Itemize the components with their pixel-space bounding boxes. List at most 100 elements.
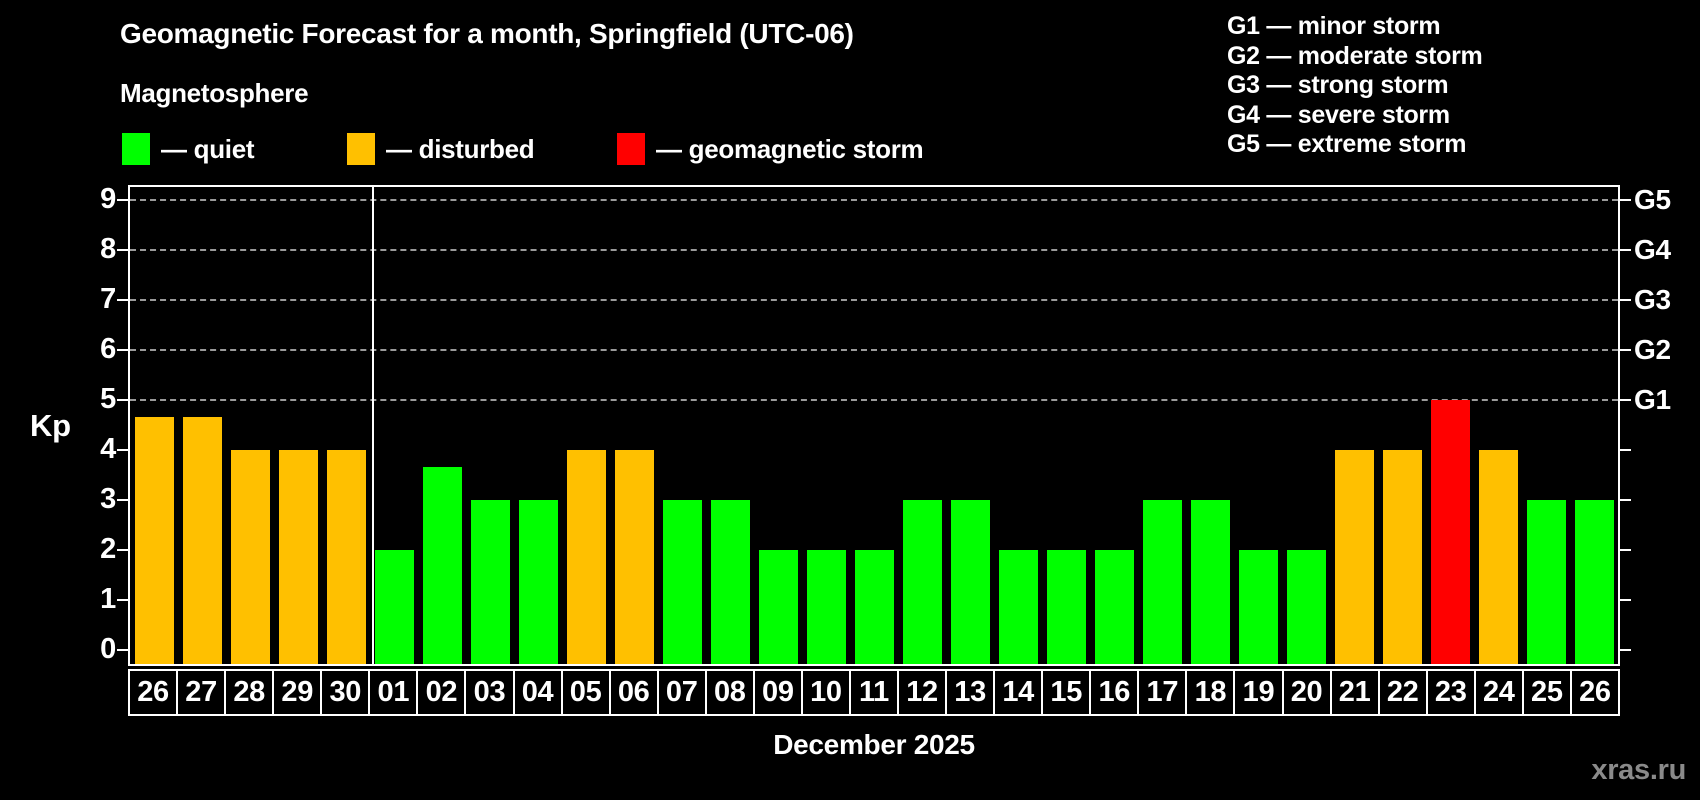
y-tick-label-1: 1 [100,583,116,615]
magnetosphere-label: Magnetosphere [120,78,309,108]
day-label-24: 20 [1281,669,1332,716]
kp-bar-19-day-15 [1046,550,1086,664]
y-axis-tick-right-1 [1620,599,1631,601]
storm-scale-line-5: G5 — extreme storm [1227,130,1467,158]
kp-bar-20-day-16 [1094,550,1134,664]
y-tick-label-9: 9 [100,183,116,215]
day-label-14: 10 [800,669,851,716]
day-label-12: 08 [704,669,755,716]
kp-bar-14-day-10 [806,550,846,664]
day-label-29: 25 [1521,669,1572,716]
y-tick-label-5: 5 [100,383,116,415]
day-label-30: 26 [1569,669,1620,716]
right-axis-label-g3: G3 [1634,284,1671,315]
day-label-10: 06 [608,669,659,716]
day-label-13: 09 [752,669,803,716]
gridline-kp8 [130,249,1618,251]
day-label-28: 24 [1473,669,1524,716]
storm-scale-line-4: G4 — severe storm [1227,100,1450,129]
day-label-5: 01 [368,669,419,716]
kp-bar-28-day-24 [1478,450,1518,664]
kp-bar-8-day-04 [518,500,558,664]
legend-label-disturbed: — disturbed [386,133,535,164]
kp-bar-7-day-03 [470,500,510,664]
kp-bar-15-day-11 [854,550,894,664]
kp-bar-29-day-25 [1526,500,1566,664]
right-axis-label-g4: G4 [1634,234,1671,265]
gridline-kp7 [130,299,1618,301]
watermark: xras.ru [1591,754,1686,786]
kp-bar-17-day-13 [950,500,990,664]
kp-bar-21-day-17 [1142,500,1182,664]
y-tick-label-6: 6 [100,333,116,365]
y-tick-label-0: 0 [100,633,116,665]
y-axis-tick-left-3 [117,499,128,501]
kp-bar-23-day-19 [1238,550,1278,664]
kp-bar-30-day-26 [1574,500,1614,664]
y-axis-tick-right-8 [1620,249,1631,251]
kp-bar-25-day-21 [1334,450,1374,664]
x-axis-title: December 2025 [773,729,975,760]
quiet-swatch-icon [122,133,150,165]
day-label-6: 02 [416,669,467,716]
day-label-4: 30 [320,669,371,716]
y-axis-tick-left-5 [117,399,128,401]
legend-item-quiet: — quiet [122,130,255,168]
kp-bar-26-day-22 [1382,450,1422,664]
y-axis-tick-left-6 [117,349,128,351]
kp-bar-13-day-09 [758,550,798,664]
y-axis-tick-left-1 [117,599,128,601]
right-axis-label-g5: G5 [1634,184,1671,215]
legend-item-disturbed: — disturbed [347,130,535,168]
day-label-21: 17 [1137,669,1188,716]
disturbed-swatch-icon [347,133,375,165]
y-axis-tick-left-7 [117,299,128,301]
plot-area [117,185,1631,666]
g-scale-legend: G1 — minor storm G2 — moderate storm G3 — … [1227,12,1483,160]
y-tick-label-7: 7 [100,283,116,315]
day-label-1: 27 [176,669,227,716]
kp-bar-1-day-27 [182,416,222,664]
day-label-19: 15 [1041,669,1092,716]
kp-bar-22-day-18 [1190,500,1230,664]
kp-bar-9-day-05 [566,450,606,664]
legend-label-quiet: — quiet [161,133,255,164]
storm-swatch-icon [617,133,645,165]
y-tick-label-3: 3 [100,483,116,515]
y-axis-tick-right-2 [1620,549,1631,551]
day-label-20: 16 [1089,669,1140,716]
kp-bar-5-day-01 [374,550,414,664]
kp-bar-4-day-30 [326,450,366,664]
day-label-3: 29 [272,669,323,716]
y-axis-title: Kp [30,408,71,443]
y-tick-label-2: 2 [100,533,116,565]
kp-bar-10-day-06 [614,450,654,664]
y-axis-tick-right-6 [1620,349,1631,351]
day-label-27: 23 [1425,669,1476,716]
day-label-9: 05 [560,669,611,716]
y-axis-tick-left-8 [117,249,128,251]
kp-bar-0-day-26 [134,416,174,664]
kp-status-legend: — quiet — disturbed — geomagnetic storm [120,130,1020,168]
y-tick-label-4: 4 [100,433,116,465]
kp-bar-16-day-12 [902,500,942,664]
day-label-22: 18 [1185,669,1236,716]
y-axis-tick-right-4 [1620,449,1631,451]
kp-bar-18-day-14 [998,550,1038,664]
gridline-kp5 [130,399,1618,401]
legend-item-storm: — geomagnetic storm [617,130,924,168]
day-label-26: 22 [1377,669,1428,716]
y-axis-tick-left-4 [117,449,128,451]
day-label-25: 21 [1329,669,1380,716]
y-axis-tick-left-9 [117,199,128,201]
kp-bar-24-day-20 [1286,550,1326,664]
day-label-18: 14 [993,669,1044,716]
y-axis-tick-right-9 [1620,199,1631,201]
kp-bar-27-day-23 [1430,400,1470,664]
right-axis-label-g2: G2 [1634,334,1671,365]
storm-scale-line-2: G2 — moderate storm [1227,41,1483,70]
y-axis-tick-left-2 [117,549,128,551]
kp-bar-3-day-29 [278,450,318,664]
right-axis-label-g1: G1 [1634,384,1671,415]
y-axis-tick-left-0 [117,649,128,651]
